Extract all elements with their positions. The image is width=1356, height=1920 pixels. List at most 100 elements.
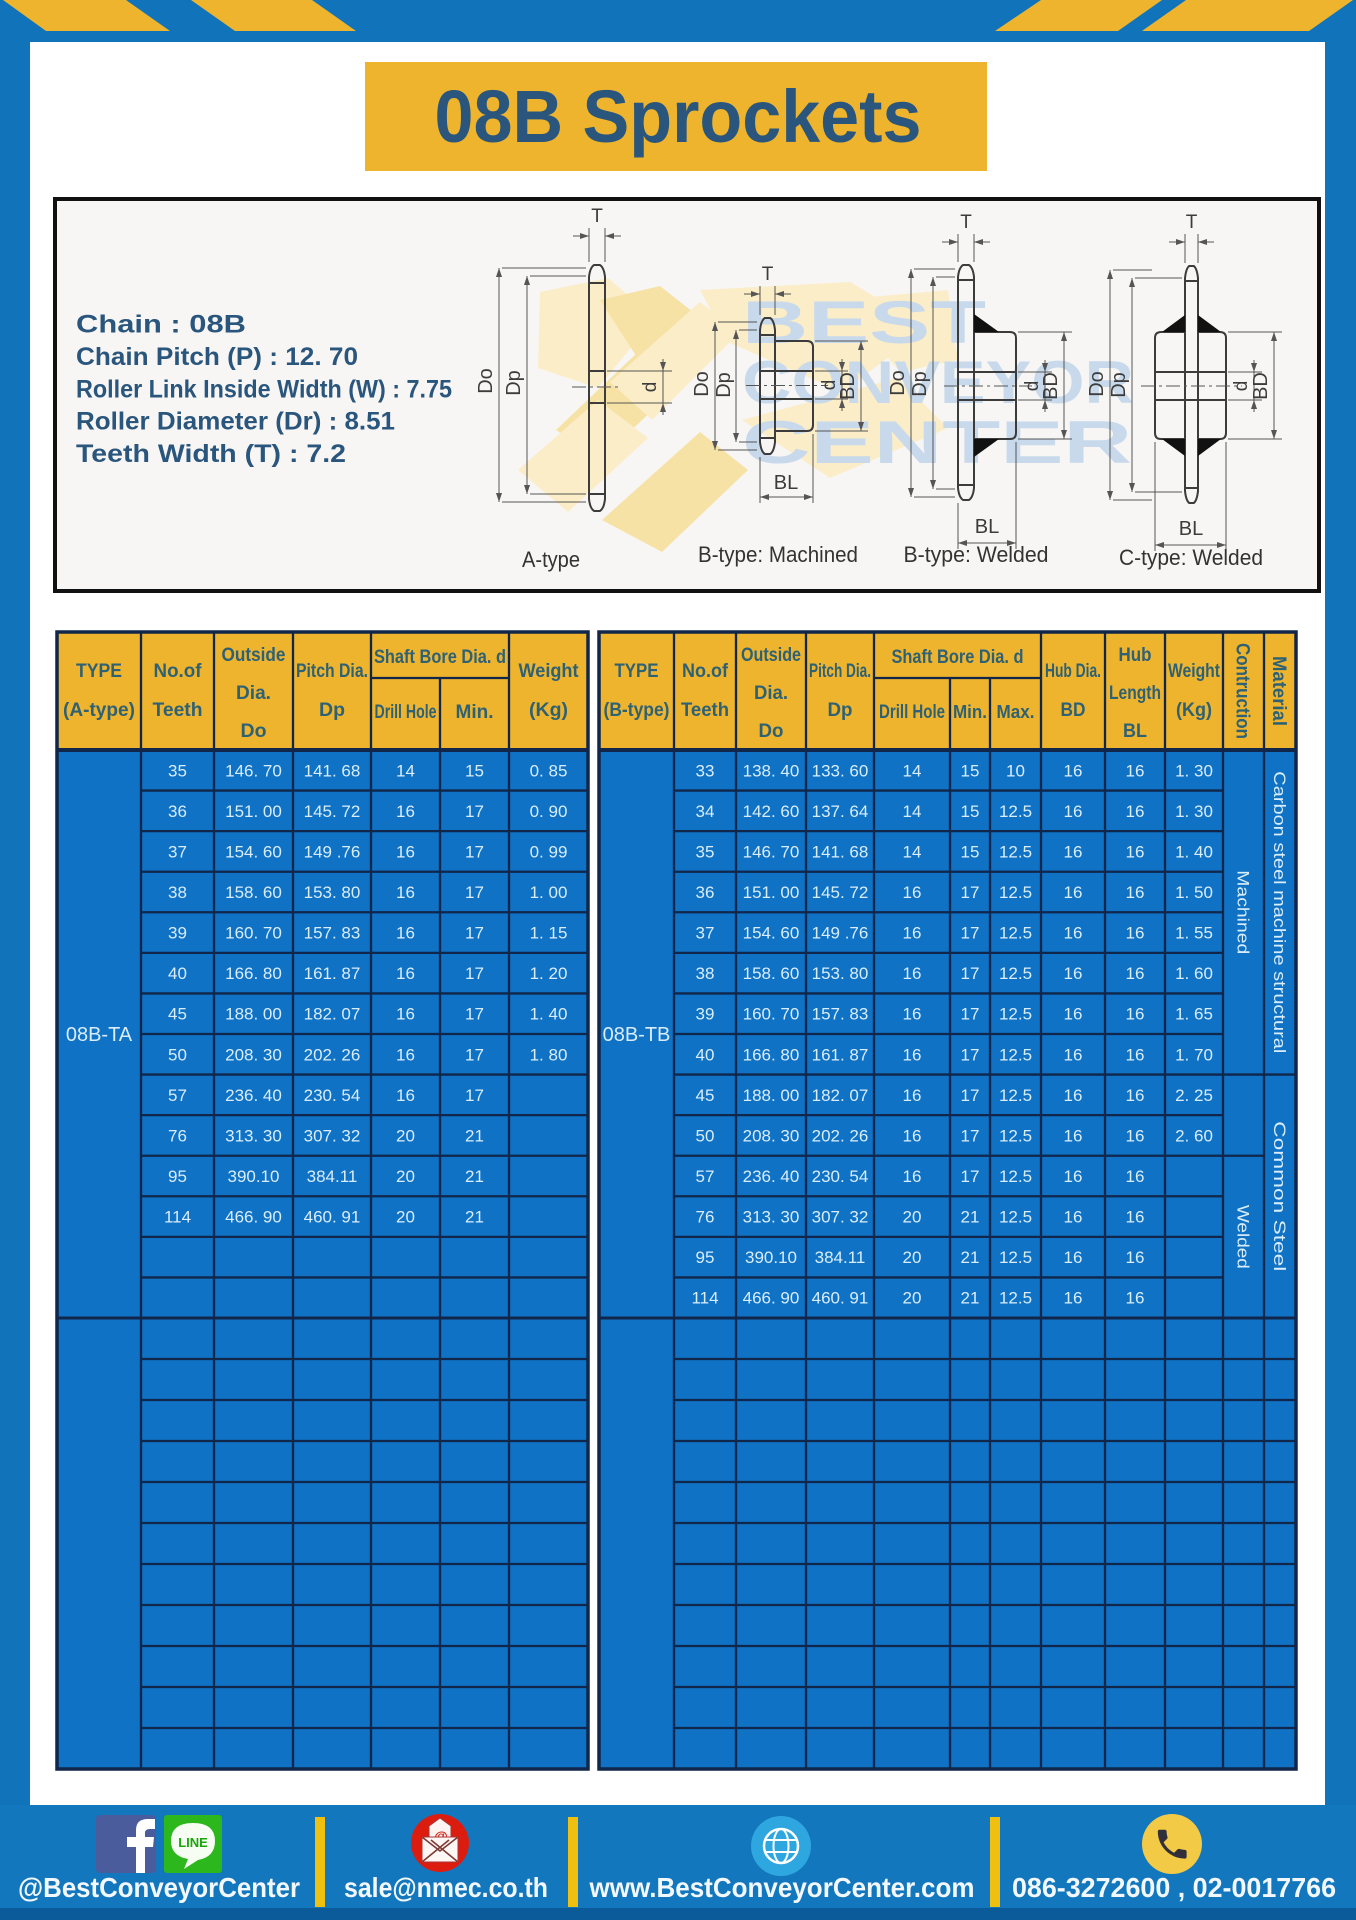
svg-text:149 .76: 149 .76 bbox=[304, 842, 361, 861]
svg-text:BL: BL bbox=[1123, 721, 1147, 742]
svg-text:149 .76: 149 .76 bbox=[812, 924, 869, 943]
svg-text:154. 60: 154. 60 bbox=[225, 842, 282, 861]
svg-text:BL: BL bbox=[975, 516, 999, 538]
svg-text:390.10: 390.10 bbox=[228, 1167, 280, 1186]
svg-text:17: 17 bbox=[961, 1045, 980, 1064]
svg-text:LINE: LINE bbox=[178, 1835, 208, 1850]
svg-text:114: 114 bbox=[164, 1208, 191, 1227]
svg-text:16: 16 bbox=[1064, 802, 1083, 821]
svg-text:17: 17 bbox=[465, 1045, 484, 1064]
svg-text:160. 70: 160. 70 bbox=[225, 924, 282, 943]
svg-text:d: d bbox=[640, 382, 661, 393]
svg-text:230. 54: 230. 54 bbox=[812, 1167, 869, 1186]
svg-text:76: 76 bbox=[696, 1208, 715, 1227]
svg-text:Do: Do bbox=[759, 721, 784, 742]
svg-text:12.5: 12.5 bbox=[999, 1289, 1032, 1308]
svg-text:17: 17 bbox=[961, 924, 980, 943]
svg-text:1. 55: 1. 55 bbox=[1175, 924, 1213, 943]
svg-text:(B-type): (B-type) bbox=[604, 700, 670, 721]
svg-text:20: 20 bbox=[903, 1248, 922, 1267]
svg-text:21: 21 bbox=[465, 1167, 484, 1186]
svg-text:T: T bbox=[762, 264, 774, 285]
svg-text:466. 90: 466. 90 bbox=[743, 1289, 800, 1308]
svg-text:No.of: No.of bbox=[682, 661, 729, 682]
svg-text:33: 33 bbox=[696, 761, 715, 780]
svg-text:12.5: 12.5 bbox=[999, 1005, 1032, 1024]
svg-text:16: 16 bbox=[1064, 924, 1083, 943]
svg-text:Shaft Bore Dia. d: Shaft Bore Dia. d bbox=[892, 647, 1024, 668]
svg-text:Do: Do bbox=[241, 721, 267, 742]
svg-text:38: 38 bbox=[168, 883, 187, 902]
svg-text:Dp: Dp bbox=[319, 700, 345, 721]
svg-text:460. 91: 460. 91 bbox=[304, 1208, 361, 1227]
svg-text:TYPE: TYPE bbox=[76, 661, 122, 682]
svg-text:08B-TB: 08B-TB bbox=[603, 1024, 671, 1046]
svg-text:BD: BD bbox=[1250, 372, 1272, 400]
svg-text:17: 17 bbox=[465, 883, 484, 902]
svg-text:B-type: Machined: B-type: Machined bbox=[698, 542, 858, 567]
svg-text:166. 80: 166. 80 bbox=[225, 964, 282, 983]
svg-text:20: 20 bbox=[903, 1289, 922, 1308]
svg-text:313. 30: 313. 30 bbox=[743, 1208, 800, 1227]
svg-text:20: 20 bbox=[903, 1208, 922, 1227]
svg-text:17: 17 bbox=[961, 1086, 980, 1105]
svg-text:307. 32: 307. 32 bbox=[304, 1126, 361, 1145]
svg-text:Max.: Max. bbox=[997, 702, 1035, 722]
svg-text:16: 16 bbox=[1064, 1289, 1083, 1308]
svg-text:12.5: 12.5 bbox=[999, 1126, 1032, 1145]
svg-text:158. 60: 158. 60 bbox=[743, 964, 800, 983]
svg-text:16: 16 bbox=[903, 964, 922, 983]
svg-text:2. 60: 2. 60 bbox=[1175, 1126, 1213, 1145]
svg-text:16: 16 bbox=[1064, 842, 1083, 861]
svg-text:BD: BD bbox=[1040, 372, 1062, 400]
svg-text:142. 60: 142. 60 bbox=[743, 802, 800, 821]
svg-text:14: 14 bbox=[903, 842, 922, 861]
svg-text:1. 15: 1. 15 bbox=[530, 924, 568, 943]
svg-text:21: 21 bbox=[465, 1126, 484, 1145]
svg-text:17: 17 bbox=[961, 1167, 980, 1186]
svg-text:466. 90: 466. 90 bbox=[225, 1208, 282, 1227]
svg-text:BEST: BEST bbox=[742, 289, 986, 356]
svg-text:16: 16 bbox=[1064, 1126, 1083, 1145]
svg-text:1. 00: 1. 00 bbox=[530, 883, 568, 902]
svg-text:133. 60: 133. 60 bbox=[812, 761, 869, 780]
svg-text:1. 65: 1. 65 bbox=[1175, 1005, 1213, 1024]
svg-text:153. 80: 153. 80 bbox=[304, 883, 361, 902]
svg-text:Drill Hole: Drill Hole bbox=[375, 702, 437, 723]
svg-text:Min.: Min. bbox=[953, 702, 987, 722]
svg-text:0. 99: 0. 99 bbox=[530, 842, 568, 861]
svg-text:14: 14 bbox=[396, 761, 415, 780]
svg-text:158. 60: 158. 60 bbox=[225, 883, 282, 902]
svg-text:Min.: Min. bbox=[456, 702, 494, 723]
svg-text:Roller Link Inside Width (W): Roller Link Inside Width (W) : 7.75 bbox=[76, 375, 452, 403]
svg-text:16: 16 bbox=[903, 1126, 922, 1145]
svg-text:313. 30: 313. 30 bbox=[225, 1126, 282, 1145]
svg-text:16: 16 bbox=[1126, 924, 1145, 943]
svg-text:Dp: Dp bbox=[828, 700, 853, 721]
svg-text:Dia.: Dia. bbox=[236, 683, 271, 704]
svg-text:No.of: No.of bbox=[154, 661, 203, 682]
svg-text:16: 16 bbox=[396, 1045, 415, 1064]
svg-text:21: 21 bbox=[961, 1208, 980, 1227]
svg-text:Dia.: Dia. bbox=[754, 683, 788, 704]
svg-text:37: 37 bbox=[168, 842, 187, 861]
svg-text:Teeth: Teeth bbox=[681, 700, 729, 721]
svg-text:Material: Material bbox=[1268, 656, 1289, 726]
svg-text:12.5: 12.5 bbox=[999, 1045, 1032, 1064]
svg-text:16: 16 bbox=[903, 883, 922, 902]
svg-text:146. 70: 146. 70 bbox=[225, 761, 282, 780]
svg-text:Chain Pitch (P) : 12. 70: Chain Pitch (P) : 12. 70 bbox=[76, 343, 358, 371]
svg-text:d: d bbox=[1022, 381, 1043, 392]
svg-text:16: 16 bbox=[1064, 1208, 1083, 1227]
svg-text:21: 21 bbox=[961, 1248, 980, 1267]
svg-text:16: 16 bbox=[1126, 1208, 1145, 1227]
svg-text:154. 60: 154. 60 bbox=[743, 924, 800, 943]
svg-text:35: 35 bbox=[168, 761, 187, 780]
svg-text:20: 20 bbox=[396, 1167, 415, 1186]
svg-text:Roller Diameter (Dr) : 8.51: Roller Diameter (Dr) : 8.51 bbox=[76, 408, 395, 436]
svg-text:39: 39 bbox=[696, 1005, 715, 1024]
svg-text:16: 16 bbox=[1126, 802, 1145, 821]
svg-text:16: 16 bbox=[903, 1045, 922, 1064]
svg-text:(Kg): (Kg) bbox=[529, 700, 568, 721]
svg-text:www.BestConveyorCenter.com: www.BestConveyorCenter.com bbox=[589, 1872, 975, 1903]
